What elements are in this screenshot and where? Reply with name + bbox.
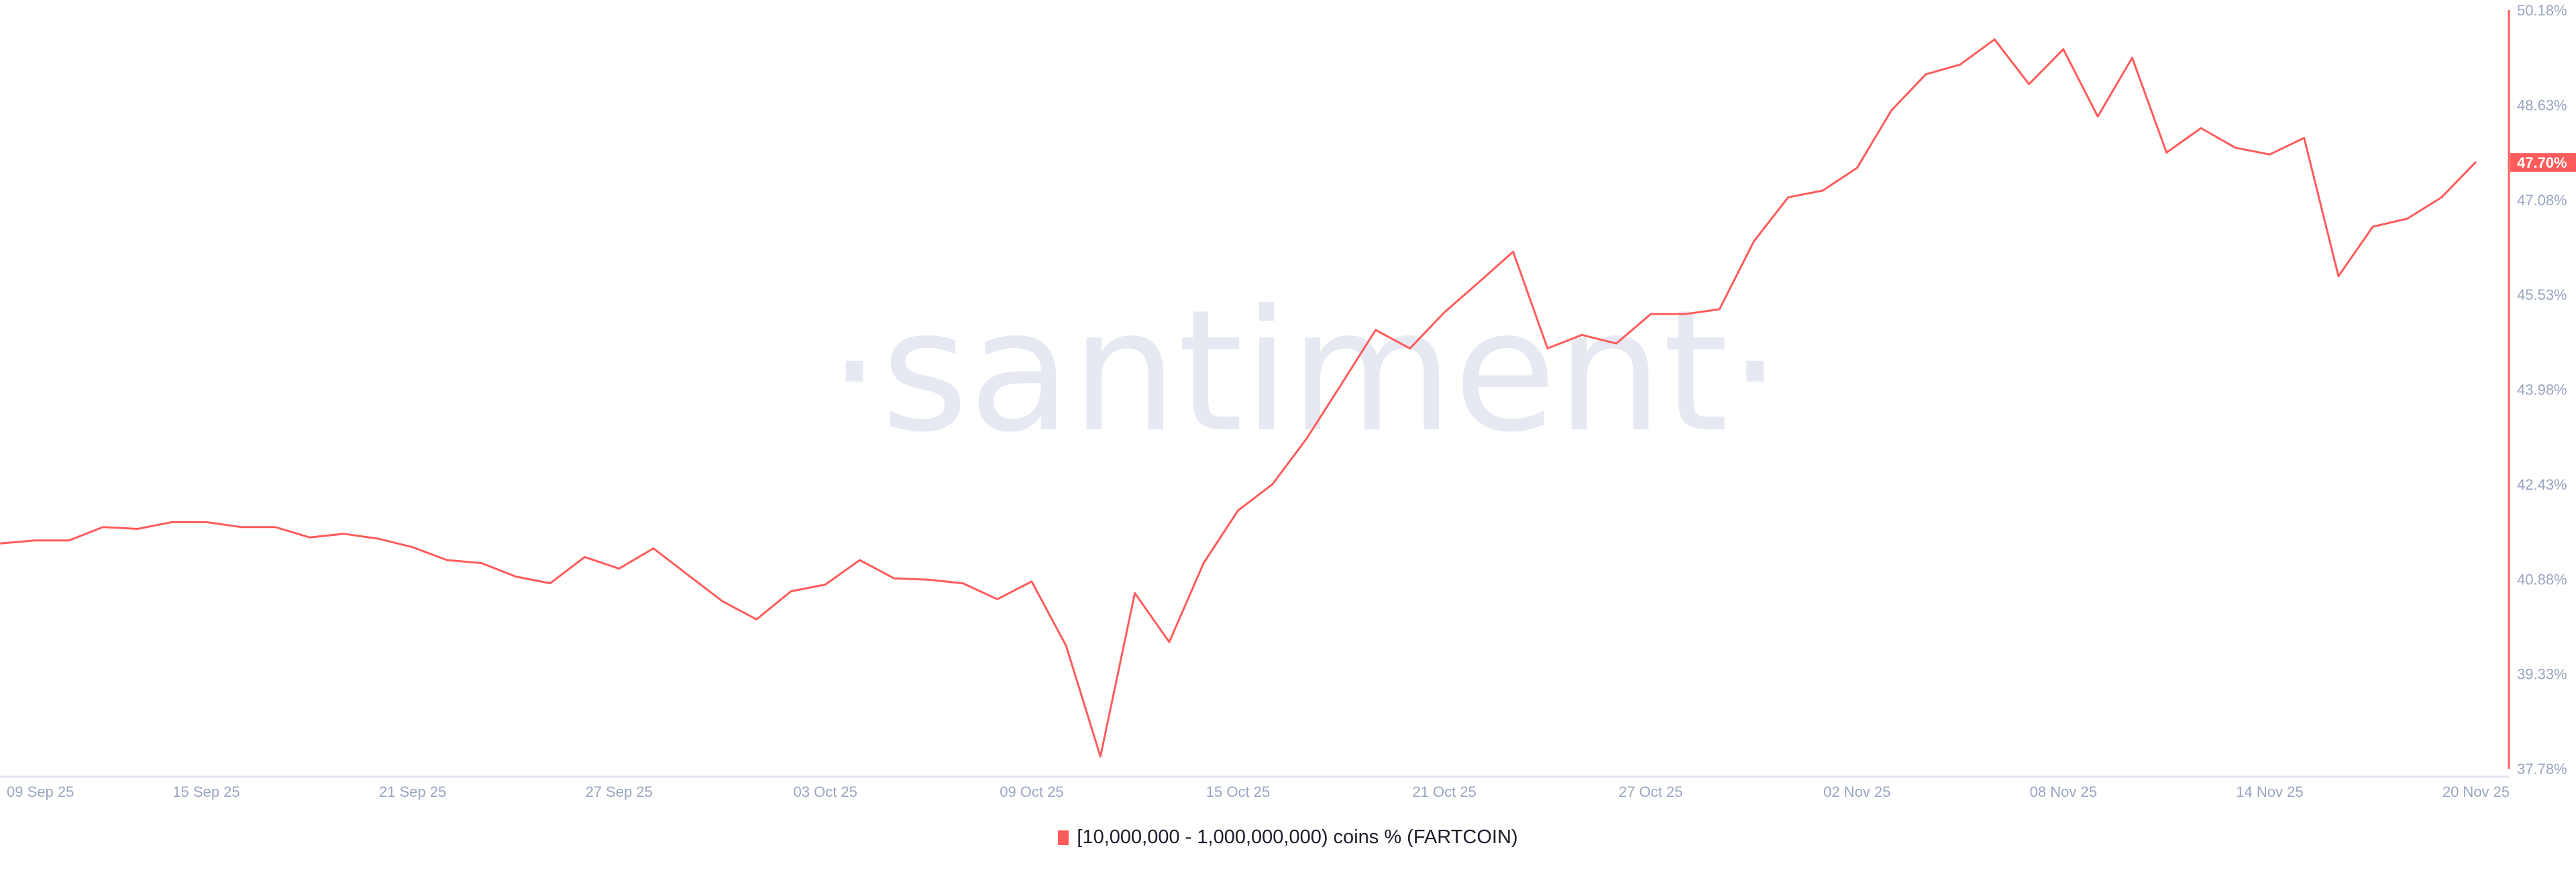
x-tick-label: 21 Sep 25 (379, 783, 446, 800)
x-tick-label: 02 Nov 25 (1823, 783, 1890, 800)
x-tick-label: 21 Oct 25 (1412, 783, 1476, 800)
y-tick-label: 37.78% (2517, 761, 2567, 777)
legend-swatch (1058, 830, 1069, 845)
legend-label: [10,000,000 - 1,000,000,000) coins % (FA… (1077, 826, 1518, 848)
y-tick-label: 39.33% (2517, 666, 2567, 683)
y-tick-label: 45.53% (2517, 286, 2567, 303)
y-tick-label: 43.98% (2517, 382, 2567, 398)
x-tick-label: 27 Sep 25 (586, 783, 653, 800)
y-tick-label: 42.43% (2517, 476, 2567, 493)
series-line (0, 38, 2477, 758)
y-tick-label: 48.63% (2517, 97, 2567, 113)
x-tick-label: 08 Nov 25 (2030, 783, 2097, 800)
santiment-watermark: ·santiment· (828, 274, 1782, 469)
y-tick-label: 50.18% (2517, 2, 2567, 19)
line-chart: ·santiment· 50.18% 48.63% 47.08% 45.53% 43.9… (0, 2, 2576, 800)
x-tick-label: 15 Sep 25 (172, 783, 239, 800)
current-value-badge (2510, 153, 2576, 172)
current-value-label: 47.70% (2517, 154, 2567, 171)
x-tick-label: 03 Oct 25 (794, 783, 857, 800)
x-tick-label: 20 Nov 25 (2443, 783, 2510, 800)
x-tick-label: 15 Oct 25 (1206, 783, 1270, 800)
y-tick-label: 40.88% (2517, 571, 2567, 588)
x-tick-label: 14 Nov 25 (2236, 783, 2303, 800)
legend[interactable]: [10,000,000 - 1,000,000,000) coins % (FA… (0, 826, 2576, 849)
y-tick-label: 47.08% (2517, 192, 2567, 209)
x-tick-label: 27 Oct 25 (1619, 783, 1682, 800)
x-tick-label: 09 Oct 25 (1000, 783, 1063, 800)
x-tick-label: 09 Sep 25 (7, 783, 74, 800)
